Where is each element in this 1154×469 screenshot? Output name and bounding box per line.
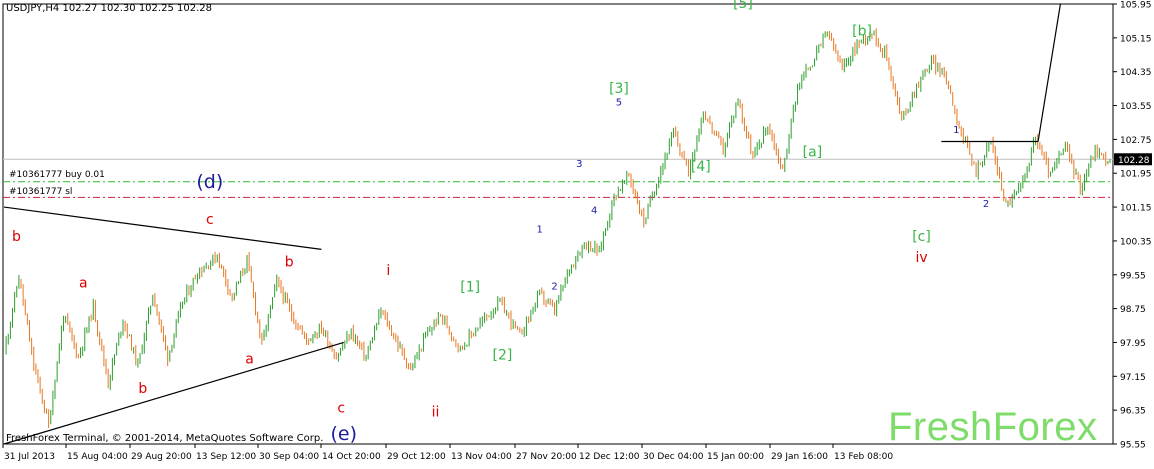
axis-layer: 105.95 105.15 104.35 103.55 102.75 101.95 101.… [2, 1, 1152, 462]
wave-label: [1] [460, 280, 480, 296]
wave-label: [2] [493, 347, 513, 363]
wave-label: b [285, 254, 294, 270]
x-tick-label: 13 Sep 12:00 [196, 452, 256, 462]
stop-loss-label: #10361777 sl [9, 187, 73, 197]
wave-label: b [138, 381, 147, 397]
wave-label: a [245, 352, 254, 368]
plot-border [2, 3, 1114, 445]
x-tick-label: 29 Jan 16:00 [771, 452, 828, 462]
grid-layer [2, 3, 1114, 445]
x-tick-label: 29 Aug 20:00 [131, 452, 192, 462]
wave-label: [4] [691, 159, 711, 175]
wave-label: [3] [609, 81, 629, 97]
trend-line [1037, 3, 1061, 142]
wave-label: [b] [852, 24, 872, 40]
x-tick-label: 31 Jul 2013 [4, 452, 55, 462]
wave-label: i [386, 263, 390, 279]
wave-label: 5 [616, 98, 622, 109]
symbol-label: USDJPY,H4 [6, 3, 60, 14]
x-tick-label: 30 Sep 04:00 [259, 452, 319, 462]
candles-layer [5, 28, 1111, 428]
y-tick-label: 105.95 [1120, 1, 1152, 11]
y-tick-label: 101.95 [1120, 170, 1152, 180]
wave-label: c [337, 400, 345, 416]
y-tick-label: 96.35 [1120, 407, 1146, 417]
order-lines-layer [3, 158, 1113, 198]
x-tick-label: 29 Oct 12:00 [387, 452, 446, 462]
wave-label: b [12, 229, 21, 245]
chart-title: USDJPY,H4 102.27 102.30 102.25 102.28 [6, 3, 212, 14]
wave-label: 3 [576, 159, 582, 170]
x-tick-label: 14 Oct 20:00 [322, 452, 381, 462]
wave-label: iv [915, 250, 927, 266]
wave-label: c [206, 212, 214, 228]
x-tick-label: 15 Aug 04:00 [67, 452, 128, 462]
wave-label: a [79, 275, 88, 291]
watermark-logo: FreshForex [888, 405, 1098, 449]
x-tick-label: 15 Jan 00:00 [707, 452, 764, 462]
trend-lines-layer [3, 3, 1061, 445]
trend-line [3, 341, 344, 445]
x-tick-label: 13 Nov 04:00 [451, 452, 512, 462]
y-tick-label: 97.15 [1120, 373, 1146, 383]
x-tick-label: 27 Nov 20:00 [516, 452, 577, 462]
x-tick-label: 13 Feb 08:00 [834, 452, 893, 462]
y-tick-label: 99.55 [1120, 271, 1146, 281]
current-price-box [1114, 153, 1152, 166]
y-tick-label: 98.75 [1120, 305, 1146, 315]
wave-label: (e) [330, 423, 357, 445]
y-tick-label: 97.95 [1120, 339, 1146, 349]
x-tick-label: 30 Dec 04:00 [643, 452, 704, 462]
y-tick-label: 101.15 [1120, 204, 1152, 214]
wave-labels-layer: babc(d)abc(e)iii[1][2]12345[3][4][5][a][… [12, 0, 989, 445]
ohlc-values: 102.27 102.30 102.25 102.28 [62, 3, 212, 14]
wave-label: ii [432, 405, 440, 421]
wave-label: 2 [551, 282, 557, 293]
wave-label: [a] [803, 144, 823, 160]
wave-label: [c] [912, 229, 931, 245]
y-tick-label: 105.15 [1120, 34, 1152, 44]
wave-label: 2 [983, 199, 989, 210]
buy-order-label: #10361777 buy 0.01 [9, 170, 105, 180]
x-tick-label: 12 Dec 12:00 [579, 452, 640, 462]
copyright-text: FreshForex Terminal, © 2001-2014, MetaQu… [6, 433, 324, 444]
y-tick-label: 103.55 [1120, 102, 1152, 112]
y-tick-label: 100.35 [1120, 237, 1152, 247]
wave-label: 1 [953, 125, 959, 136]
y-tick-label: 95.55 [1120, 441, 1146, 451]
wave-label: (d) [196, 171, 223, 193]
current-price-label: 102.28 [1118, 156, 1150, 166]
wave-label: 4 [591, 205, 597, 216]
y-tick-label: 104.35 [1120, 68, 1152, 78]
wave-label: [5] [733, 0, 753, 12]
wave-label: 1 [536, 224, 542, 235]
y-tick-label: 102.75 [1120, 136, 1152, 146]
trend-line [3, 206, 322, 250]
